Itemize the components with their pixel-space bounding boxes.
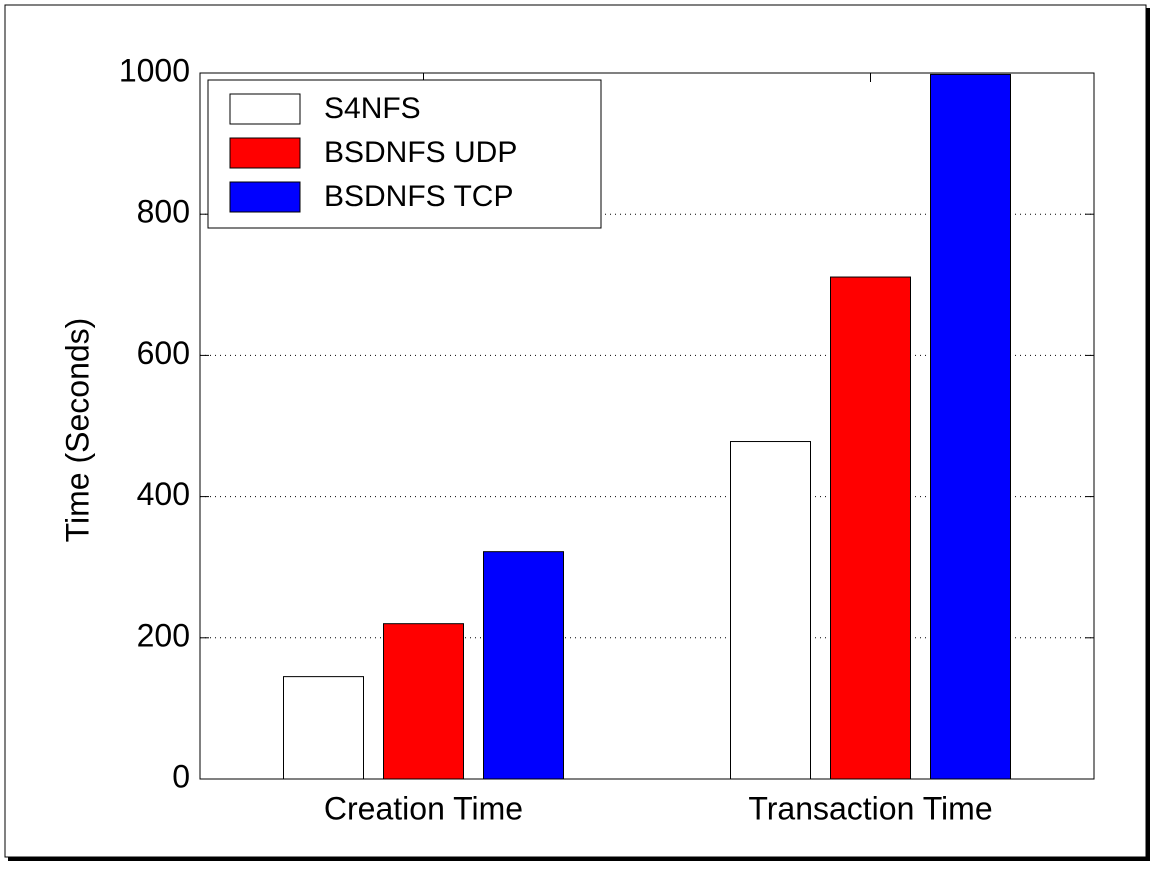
bar (483, 551, 564, 780)
y-tick-label: 1000 (119, 52, 190, 88)
x-tick-label: Creation Time (324, 790, 523, 826)
legend-swatch (229, 137, 301, 169)
legend-label: BSDNFS UDP (324, 136, 517, 169)
bar (930, 73, 1011, 780)
legend-label: S4NFS (324, 92, 421, 125)
y-tick-label: 400 (137, 476, 190, 512)
y-tick-label: 800 (137, 194, 190, 230)
y-tick-label: 200 (137, 617, 190, 653)
legend-swatch (229, 181, 301, 213)
axes-box (199, 72, 1095, 780)
y-tick-label: 0 (172, 758, 190, 794)
y-tick-label: 600 (137, 335, 190, 371)
bar (830, 276, 911, 780)
bar (383, 623, 464, 780)
bar (283, 676, 364, 780)
bar (730, 441, 811, 780)
legend-label: BSDNFS TCP (324, 180, 513, 213)
y-axis-label: Time (Seconds) (59, 318, 95, 543)
legend-swatch (229, 93, 301, 125)
x-tick-label: Transaction Time (748, 790, 992, 826)
